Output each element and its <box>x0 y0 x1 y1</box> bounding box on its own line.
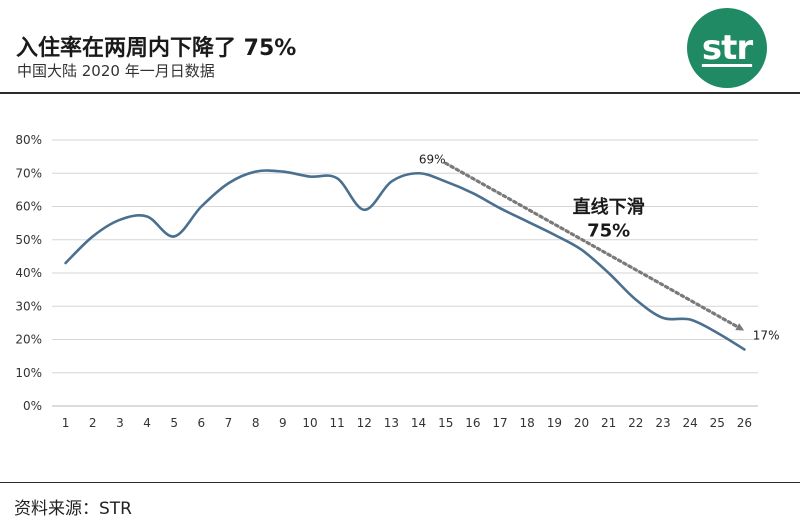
x-tick-label: 17 <box>492 416 507 430</box>
x-tick-label: 16 <box>465 416 480 430</box>
x-tick-label: 21 <box>601 416 616 430</box>
x-tick-label: 5 <box>170 416 178 430</box>
annotation-end-value: 17% <box>753 329 780 343</box>
x-tick-label: 6 <box>198 416 206 430</box>
y-tick-label: 80% <box>15 133 42 147</box>
occupancy-line-chart: 0%10%20%30%40%50%60%70%80% 1 2 3 4 5 6 7 8 9 10 11… <box>15 133 780 430</box>
source-note: 资料来源：STR <box>14 499 132 519</box>
y-tick-label: 30% <box>15 299 42 313</box>
x-tick-label: 10 <box>302 416 317 430</box>
x-tick-label: 9 <box>279 416 287 430</box>
x-tick-label: 4 <box>143 416 151 430</box>
y-tick-label: 40% <box>15 266 42 280</box>
x-tick-label: 15 <box>438 416 453 430</box>
x-tick-label: 7 <box>225 416 233 430</box>
x-tick-label: 23 <box>655 416 670 430</box>
annotation-decline-label: 直线下滑 <box>573 196 645 218</box>
y-tick-label: 50% <box>15 233 42 247</box>
x-tick-label: 14 <box>411 416 426 430</box>
header-divider <box>0 92 800 94</box>
grid <box>52 139 758 407</box>
y-tick-label: 20% <box>15 333 42 347</box>
chart-title: 入住率在两周内下降了 75% <box>16 36 297 61</box>
chart-subtitle: 中国大陆 2020 年一月日数据 <box>17 62 215 80</box>
str-logo: str <box>687 8 767 88</box>
trend-arrow <box>444 161 745 332</box>
y-tick-label: 10% <box>15 366 42 380</box>
x-tick-label: 24 <box>682 416 697 430</box>
x-tick-label: 18 <box>520 416 535 430</box>
x-axis-ticks: 1 2 3 4 5 6 7 8 9 10 11 12 13 14 15 16 17 18 19 20 21 22 23 24 2… <box>62 416 752 430</box>
y-tick-label: 60% <box>15 200 42 214</box>
x-tick-label: 1 <box>62 416 70 430</box>
series <box>64 169 746 351</box>
x-tick-label: 8 <box>252 416 260 430</box>
footer-divider <box>0 482 800 483</box>
trend-line <box>444 161 745 332</box>
x-tick-label: 13 <box>384 416 399 430</box>
annotation-start-value: 69% <box>419 152 446 166</box>
y-axis-ticks: 0% 10% 20% 30% 40% 50% 60% 70% 80% <box>15 133 42 413</box>
annotation-decline-percent: 75% <box>587 220 630 241</box>
logo-text: str <box>701 28 753 68</box>
x-tick-label: 26 <box>737 416 752 430</box>
x-tick-label: 25 <box>710 416 725 430</box>
y-tick-label: 70% <box>15 166 42 180</box>
y-tick-label: 0% <box>23 399 42 413</box>
x-tick-label: 12 <box>357 416 372 430</box>
series-line <box>64 169 746 351</box>
x-tick-label: 20 <box>574 416 589 430</box>
x-tick-label: 19 <box>547 416 562 430</box>
x-tick-label: 2 <box>89 416 97 430</box>
x-tick-label: 3 <box>116 416 124 430</box>
x-tick-label: 11 <box>329 416 344 430</box>
x-tick-label: 22 <box>628 416 643 430</box>
